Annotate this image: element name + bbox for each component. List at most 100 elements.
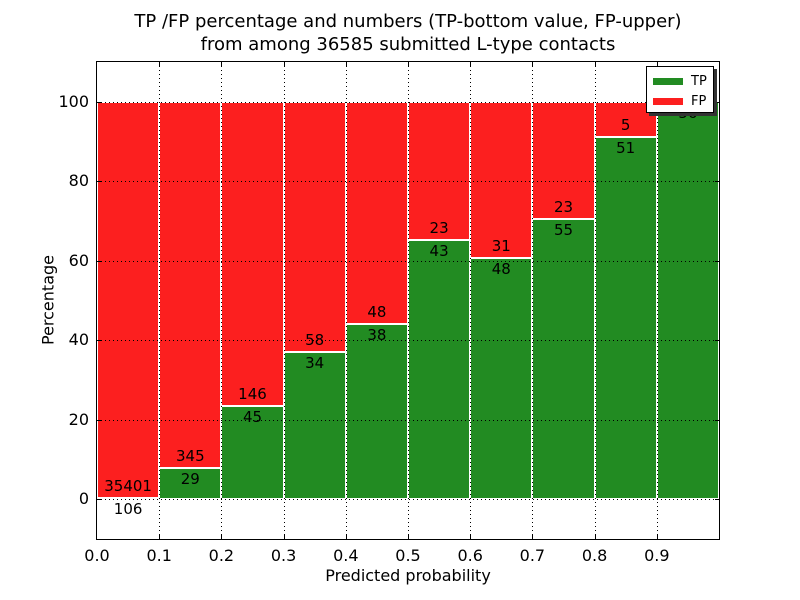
tp-bar-segment (283, 352, 346, 500)
y-tick-label: 60 (68, 250, 89, 270)
x-tick-label: 0.1 (146, 546, 172, 565)
tp-count-label: 48 (491, 259, 511, 278)
tp-bar-segment (532, 218, 595, 500)
y-gridline (97, 101, 719, 103)
x-axis-tick (408, 535, 409, 539)
x-gridline (656, 62, 658, 539)
tp-bar-segment (594, 137, 657, 500)
x-gridline (532, 62, 534, 539)
fp-count-label: 31 (491, 236, 511, 255)
x-gridline (159, 62, 161, 539)
x-axis-tick (283, 62, 285, 66)
legend-item-fp: FP (653, 91, 713, 111)
x-axis-tick (159, 62, 161, 66)
x-axis-tick (159, 535, 161, 539)
tp-bar-segment (408, 240, 471, 500)
y-axis-tick (97, 419, 101, 421)
x-tick-label: 0.2 (208, 546, 235, 565)
x-axis-tick (532, 62, 534, 66)
fp-bar-segment (97, 101, 160, 499)
y-gridline (97, 260, 719, 262)
fp-count-label: 345 (175, 447, 205, 466)
x-axis-tick (470, 535, 472, 539)
x-gridline (408, 62, 409, 539)
x-axis-tick (283, 535, 285, 539)
x-tick-label: 0.8 (581, 546, 608, 565)
y-gridline (97, 499, 719, 501)
tp-legend-label: TP (691, 73, 707, 89)
x-axis-tick (221, 535, 223, 539)
fp-count-label: 48 (367, 302, 387, 321)
fp-count-label: 5 (620, 116, 631, 135)
x-gridline (283, 62, 285, 539)
tp-count-label: 29 (180, 470, 200, 489)
x-axis-tick (656, 535, 658, 539)
x-gridline (221, 62, 223, 539)
fp-legend-swatch (653, 97, 683, 105)
y-axis-tick (715, 181, 719, 183)
tp-count-label: 55 (553, 220, 574, 239)
chart-title-line1: TP /FP percentage and numbers (TP-bottom… (134, 11, 682, 32)
y-axis-tick (715, 101, 719, 103)
y-axis-tick (97, 499, 101, 501)
x-axis-tick (594, 62, 596, 66)
y-axis-tick (715, 419, 719, 421)
y-axis-tick (715, 340, 719, 342)
y-gridline (97, 419, 719, 421)
tp-count-label: 34 (305, 354, 325, 373)
tp-legend-swatch (653, 77, 683, 85)
fp-count-label: 146 (238, 384, 267, 403)
x-axis-tick (345, 535, 347, 539)
fp-bar-segment (283, 101, 346, 353)
y-tick-label: 20 (68, 409, 89, 429)
y-axis-tick (715, 499, 719, 501)
x-axis-tick (532, 535, 534, 539)
x-axis-tick (656, 62, 658, 66)
fp-count-label: 23 (553, 197, 574, 216)
x-tick-label: 0.4 (333, 546, 359, 565)
tp-bar-segment (470, 257, 533, 500)
x-gridline (470, 62, 472, 539)
x-tick-label: 0.9 (644, 546, 670, 565)
x-axis-tick (470, 62, 472, 66)
y-tick-label: 80 (68, 171, 89, 191)
fp-bar-segment (221, 101, 284, 406)
fp-count-label: 58 (305, 331, 325, 350)
chart-title-line2: from among 36585 submitted L-type contac… (200, 34, 616, 55)
y-tick-label: 100 (58, 91, 89, 111)
legend-item-tp: TP (653, 71, 713, 91)
tp-count-label: 45 (242, 407, 263, 426)
fp-bar-segment (159, 101, 222, 469)
x-axis-tick (408, 62, 409, 66)
x-axis-tick (345, 62, 347, 66)
fp-legend-label: FP (691, 93, 707, 109)
tp-count-label: 43 (429, 242, 449, 261)
y-axis-tick (97, 340, 101, 342)
y-axis-tick (97, 260, 101, 262)
tp-count-label: 106 (113, 500, 143, 519)
x-tick-label: 0.6 (457, 546, 483, 565)
tp-bar-segment (345, 323, 408, 500)
y-axis-tick (715, 260, 719, 262)
chart-title: TP /FP percentage and numbers (TP-bottom… (96, 10, 720, 56)
x-tick-label: 0.3 (270, 546, 297, 565)
tp-bar-segment (159, 468, 222, 500)
y-gridline (97, 340, 719, 342)
tp-count-label: 51 (616, 139, 636, 158)
y-axis-tick (97, 181, 101, 183)
fp-bar-segment (470, 101, 533, 258)
tp-count-label: 38 (367, 325, 387, 344)
x-axis-tick (594, 535, 596, 539)
y-axis-tick (97, 101, 101, 103)
fp-bar-segment (345, 101, 408, 324)
x-axis-label: Predicted probability (325, 566, 491, 585)
legend: TP FP (646, 66, 714, 113)
x-tick-label: 0.7 (519, 546, 546, 565)
y-tick-label: 40 (68, 330, 89, 350)
x-tick-label: 0.0 (84, 546, 110, 565)
y-tick-label: 0 (78, 489, 89, 509)
fp-count-label: 23 (429, 219, 449, 238)
x-axis-tick (221, 62, 223, 66)
fp-count-label: 35401 (104, 477, 152, 496)
